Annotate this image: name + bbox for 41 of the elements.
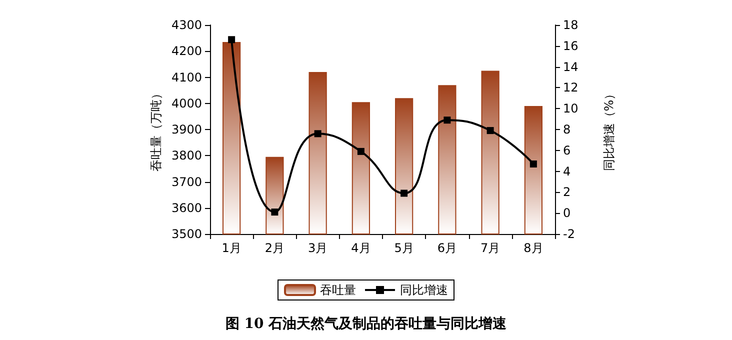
y-tick-label: 4100 [171,70,202,84]
legend-label: 同比增速 [400,283,448,297]
legend-label: 吞吐量 [320,283,356,297]
y2-tick-label: 8 [563,122,571,136]
point [444,116,451,124]
point [314,130,322,138]
y-tick-label: 3800 [171,148,202,163]
point [400,190,408,197]
y-tick-label: 3900 [171,122,202,136]
x-tick-label: 6月 [437,241,458,255]
x-tick-label: 5月 [394,241,414,255]
y-tick-label: 3600 [171,200,202,215]
y-tick-label: 4300 [171,18,202,32]
x-tick-label: 4月 [351,241,371,255]
point [228,36,236,44]
y2-tick-label: 4 [563,164,571,178]
y2-axis-title: 同比增速（%） [602,88,616,172]
y-tick-label: 3500 [171,227,202,241]
y2-tick-label: -2 [563,227,575,241]
x-tick-label: 7月 [480,241,500,255]
point [357,148,364,155]
y2-tick-label: 14 [563,60,578,74]
y2-tick-label: 2 [563,185,571,200]
y2-tick-label: 0 [563,206,571,220]
y2-tick-label: 16 [563,38,578,53]
point [530,160,537,168]
x-tick-label: 3月 [308,241,328,255]
point [486,127,494,134]
y2-tick-label: 6 [563,143,571,158]
y-tick-label: 4200 [171,44,202,58]
x-tick-label: 8月 [524,241,544,255]
text: 图 10 石油天然气及制品的吞吐量与同比增速 [225,316,508,332]
point [271,208,278,216]
y2-tick-label: 12 [563,80,578,95]
x-tick-label: 2月 [264,241,285,255]
y-tick-label: 3700 [171,174,202,189]
x-tick-label: 1月 [222,241,242,255]
y-tick-label: 4000 [171,96,202,110]
y2-tick-label: 10 [563,102,578,116]
y2-tick-label: 18 [563,18,578,32]
y-axis-title: 吞吐量（万吨） [149,88,163,172]
